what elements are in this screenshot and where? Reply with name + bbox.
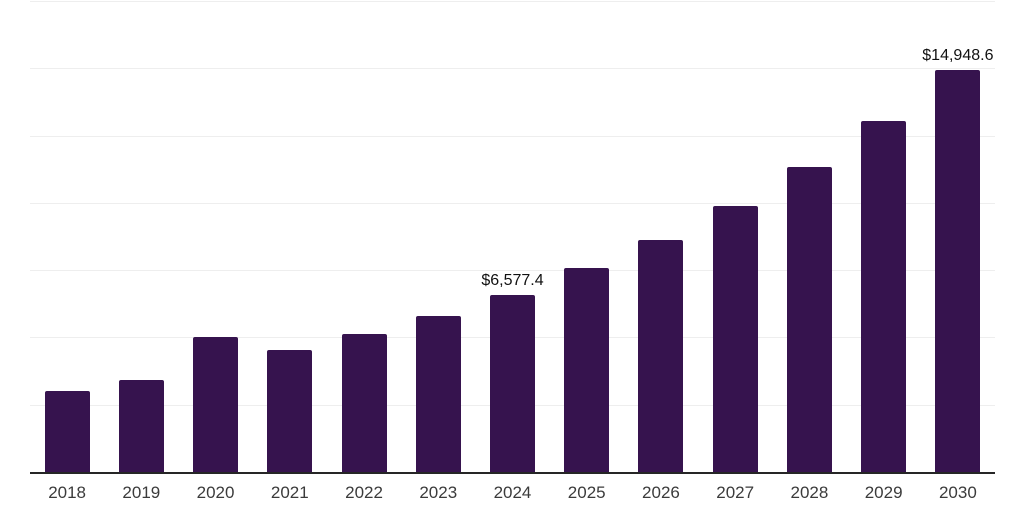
bar-2029[interactable] xyxy=(861,121,907,472)
x-tick-2027: 2027 xyxy=(716,483,755,502)
x-tick-2019: 2019 xyxy=(122,483,161,502)
bar-2023[interactable] xyxy=(415,316,461,472)
gridline xyxy=(30,1,995,2)
bar-2019[interactable] xyxy=(118,380,164,472)
x-tick-2020: 2020 xyxy=(196,483,235,502)
x-tick-2028: 2028 xyxy=(790,483,829,502)
gridline xyxy=(30,202,995,204)
x-tick-2024: 2024 xyxy=(493,483,532,502)
bar-2030[interactable] xyxy=(935,69,981,472)
bar-2021[interactable] xyxy=(267,350,313,472)
x-tick-2025: 2025 xyxy=(567,483,606,502)
bar-2018[interactable] xyxy=(44,390,90,472)
x-tick-2026: 2026 xyxy=(642,483,680,502)
x-tick-2030: 2030 xyxy=(938,483,977,502)
bar-2026[interactable] xyxy=(638,240,684,472)
x-tick-2021: 2021 xyxy=(270,483,309,502)
x-axis-line xyxy=(30,472,995,474)
bar-2027[interactable] xyxy=(712,205,758,472)
bar-value-label-2024: $6,577.4 xyxy=(481,271,544,289)
bar-2020[interactable] xyxy=(193,336,239,472)
bar-2025[interactable] xyxy=(564,268,610,472)
bar-2024[interactable] xyxy=(490,294,535,472)
gridline xyxy=(30,68,995,70)
x-tick-2022: 2022 xyxy=(345,483,383,502)
x-tick-2018: 2018 xyxy=(48,483,87,502)
gridline xyxy=(30,135,995,137)
bar-2028[interactable] xyxy=(786,166,832,472)
bar-value-label-2030: $14,948.6 xyxy=(922,46,994,64)
x-tick-2029: 2029 xyxy=(864,483,903,502)
bar-2022[interactable] xyxy=(341,333,387,472)
x-tick-2023: 2023 xyxy=(419,483,458,502)
